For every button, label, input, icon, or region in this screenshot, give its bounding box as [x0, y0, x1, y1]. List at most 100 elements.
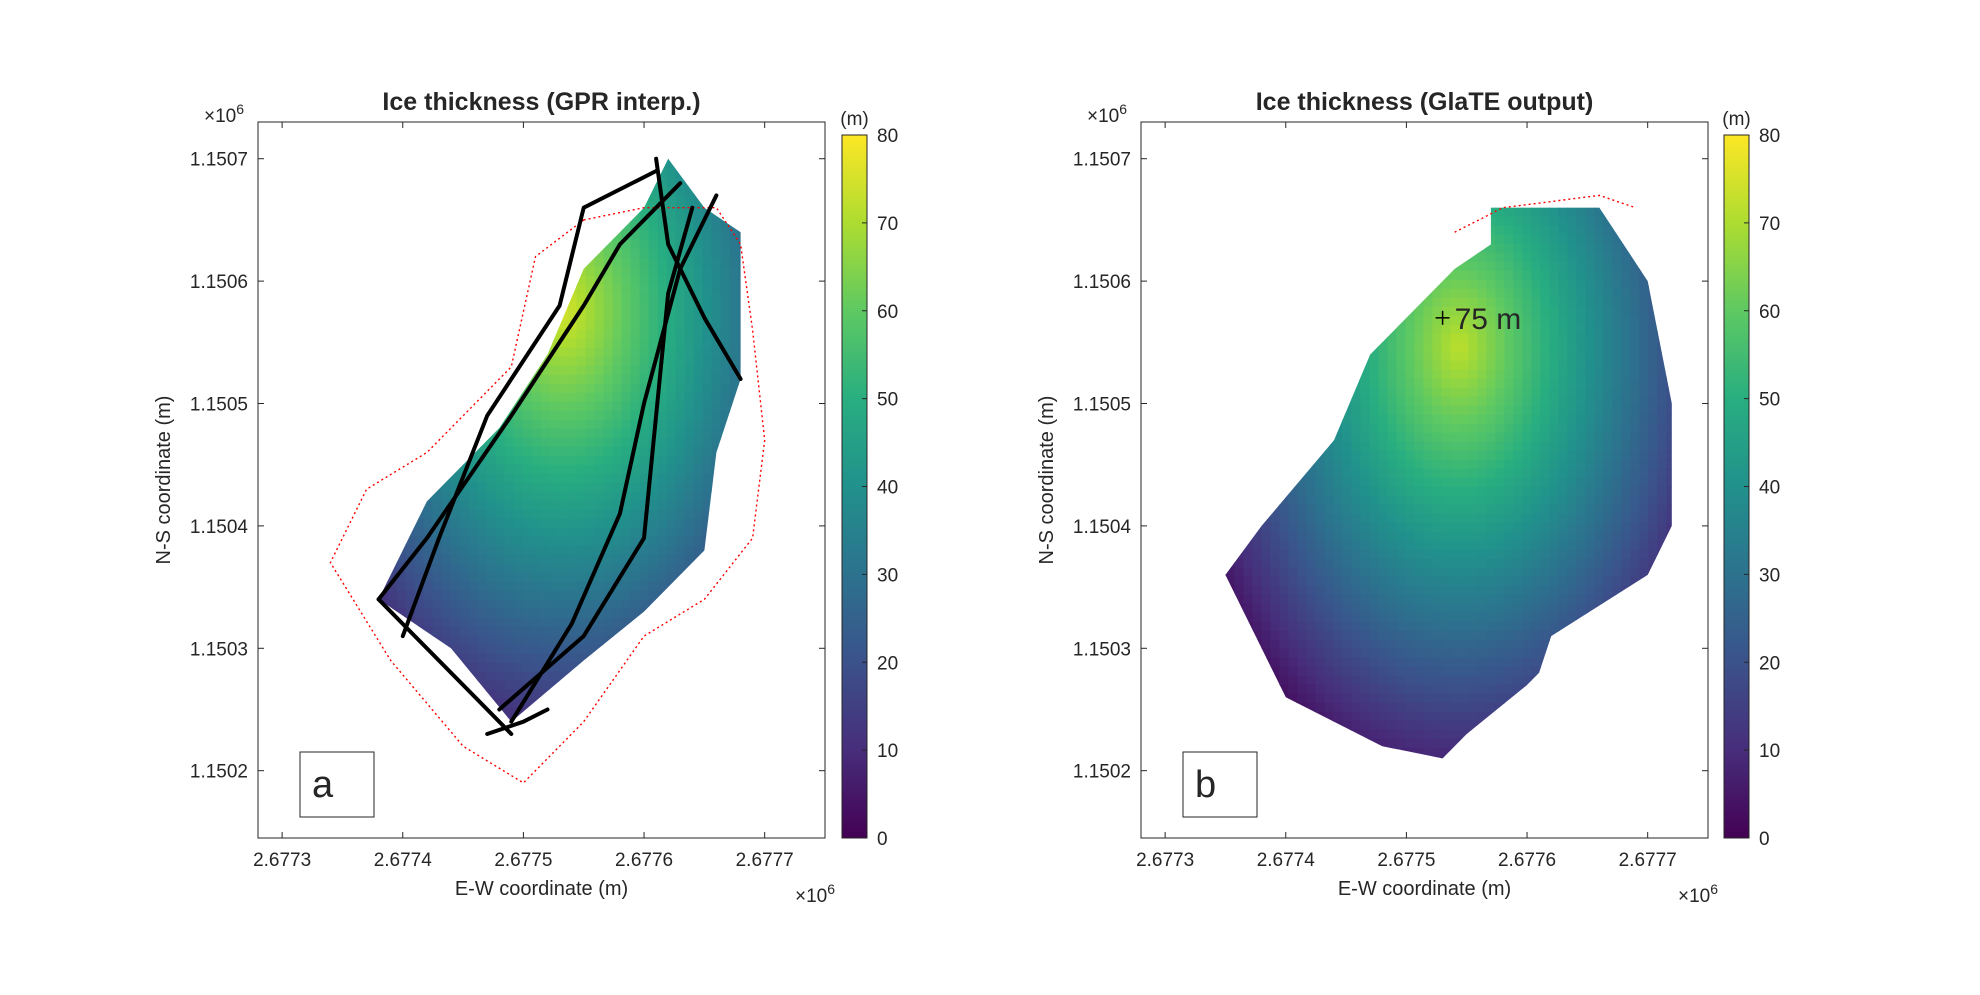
thickness-cell	[1270, 531, 1280, 542]
thickness-cell	[1594, 396, 1604, 407]
thickness-cell	[612, 230, 623, 241]
thickness-cell	[666, 167, 677, 178]
thickness-cell	[711, 266, 722, 277]
thickness-cell	[1531, 513, 1541, 524]
thickness-cell	[711, 401, 722, 412]
thickness-cell	[567, 608, 578, 619]
thickness-cell	[693, 419, 704, 430]
thickness-cell	[504, 635, 515, 646]
thickness-cell	[1378, 504, 1388, 515]
thickness-cell	[630, 293, 641, 304]
thickness-cell	[459, 563, 470, 574]
thickness-cell	[1450, 306, 1460, 317]
thickness-cell	[603, 626, 614, 637]
thickness-cell	[1639, 441, 1649, 452]
thickness-cell	[1540, 234, 1550, 245]
thickness-cell	[693, 455, 704, 466]
thickness-cell	[558, 518, 569, 529]
thickness-cell	[684, 302, 695, 313]
thickness-cell	[1297, 540, 1307, 551]
thickness-cell	[576, 608, 587, 619]
thickness-cell	[549, 518, 560, 529]
thickness-cell	[1576, 261, 1586, 272]
thickness-cell	[486, 590, 497, 601]
thickness-cell	[504, 554, 515, 565]
thickness-cell	[558, 347, 569, 358]
thickness-cell	[1558, 522, 1568, 533]
thickness-cell	[1414, 396, 1424, 407]
thickness-cell	[1450, 540, 1460, 551]
thickness-cell	[441, 527, 452, 538]
thickness-cell	[1567, 441, 1577, 452]
thickness-cell	[1603, 432, 1613, 443]
thickness-cell	[1387, 477, 1397, 488]
thickness-cell	[1378, 486, 1388, 497]
thickness-cell	[1504, 324, 1514, 335]
thickness-cell	[720, 257, 731, 268]
thickness-cell	[1441, 441, 1451, 452]
thickness-cell	[540, 635, 551, 646]
thickness-cell	[603, 599, 614, 610]
thickness-cell	[1567, 351, 1577, 362]
thickness-cell	[1477, 477, 1487, 488]
thickness-cell	[1549, 432, 1559, 443]
thickness-cell	[1477, 504, 1487, 515]
thickness-cell	[1522, 450, 1532, 461]
thickness-cell	[1513, 432, 1523, 443]
thickness-cell	[1459, 288, 1469, 299]
thickness-cell	[1540, 369, 1550, 380]
thickness-cell	[432, 617, 443, 628]
thickness-cell	[1450, 324, 1460, 335]
thickness-cell	[1558, 369, 1568, 380]
thickness-cell	[612, 554, 623, 565]
thickness-cell	[1522, 216, 1532, 227]
thickness-cell	[540, 392, 551, 403]
thickness-cell	[1531, 531, 1541, 542]
thickness-cell	[1387, 405, 1397, 416]
thickness-cell	[1603, 504, 1613, 515]
thickness-cell	[1360, 504, 1370, 515]
thickness-cell	[576, 563, 587, 574]
thickness-cell	[666, 374, 677, 385]
thickness-cell	[1513, 207, 1523, 218]
thickness-cell	[1396, 513, 1406, 524]
thickness-cell	[1414, 531, 1424, 542]
thickness-cell	[1594, 432, 1604, 443]
thickness-cell	[1342, 540, 1352, 551]
thickness-cell	[1306, 468, 1316, 479]
thickness-cell	[1657, 360, 1667, 371]
thickness-cell	[504, 473, 515, 484]
thickness-cell	[513, 437, 524, 448]
thickness-cell	[1369, 549, 1379, 560]
thickness-cell	[1477, 549, 1487, 560]
thickness-cell	[1531, 387, 1541, 398]
x-tick-label: 2.6775	[494, 850, 552, 871]
thickness-cell	[1558, 252, 1568, 263]
thickness-cell	[1540, 513, 1550, 524]
thickness-cell	[657, 266, 668, 277]
thickness-cell	[1513, 270, 1523, 281]
thickness-cell	[531, 437, 542, 448]
thickness-cell	[414, 572, 425, 583]
thickness-cell	[630, 608, 641, 619]
thickness-cell	[666, 545, 677, 556]
thickness-cell	[1405, 360, 1415, 371]
thickness-cell	[639, 545, 650, 556]
thickness-cell	[540, 527, 551, 538]
thickness-cell	[630, 392, 641, 403]
thickness-cell	[603, 572, 614, 583]
thickness-cell	[1576, 270, 1586, 281]
thickness-cell	[504, 500, 515, 511]
thickness-cell	[1549, 531, 1559, 542]
thickness-cell	[1603, 531, 1613, 542]
thickness-cell	[549, 590, 560, 601]
thickness-cell	[639, 590, 650, 601]
thickness-cell	[1288, 549, 1298, 560]
thickness-cell	[405, 590, 416, 601]
thickness-cell	[630, 284, 641, 295]
thickness-cell	[576, 446, 587, 457]
thickness-cell	[1396, 423, 1406, 434]
thickness-cell	[1549, 522, 1559, 533]
thickness-cell	[675, 284, 686, 295]
thickness-cell	[1387, 369, 1397, 380]
